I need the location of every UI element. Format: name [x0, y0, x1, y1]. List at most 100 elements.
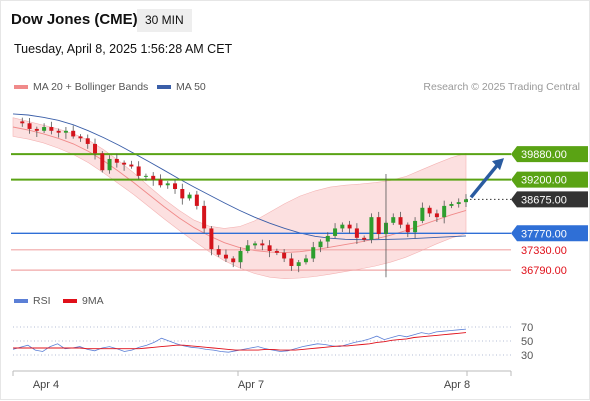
- candle-body: [362, 237, 367, 240]
- research-note: Research © 2025 Trading Central: [423, 81, 580, 93]
- candle-body: [165, 183, 170, 186]
- candle-body: [114, 158, 119, 163]
- candle-body: [274, 250, 279, 253]
- legend-9ma-swatch: [63, 299, 77, 304]
- candle-body: [100, 153, 105, 171]
- candle-body: [93, 143, 98, 154]
- legend-ma20-label: MA 20 + Bollinger Bands: [33, 81, 149, 93]
- candle-body: [209, 228, 214, 250]
- candle-body: [405, 224, 410, 233]
- candle-body: [427, 207, 432, 214]
- candle-body: [136, 166, 141, 176]
- level-label-box: [511, 146, 588, 163]
- level-label: 37770.00: [521, 228, 567, 240]
- legend-9ma-label: 9MA: [82, 295, 104, 307]
- level-label-box: [511, 171, 588, 188]
- candle-body: [180, 189, 185, 199]
- candle-body: [376, 217, 381, 235]
- ma20-line: [12, 126, 467, 253]
- ma50-line: [12, 113, 467, 241]
- rsi-tick-label: 70: [521, 322, 533, 334]
- instrument-title: Dow Jones (CME): [11, 11, 138, 28]
- candle-body: [129, 164, 134, 167]
- legend-ma50-swatch: [157, 85, 171, 90]
- candle-body: [85, 138, 90, 144]
- candle-body: [333, 228, 338, 236]
- legend-9ma: 9MA: [63, 295, 104, 307]
- level-label: 37330.00: [521, 245, 567, 257]
- candle-body: [369, 217, 374, 240]
- legend-ma50: MA 50: [157, 81, 206, 93]
- candle-body: [325, 235, 330, 242]
- level-label: 38675.00: [521, 194, 567, 206]
- x-tick-label: Apr 8: [444, 379, 470, 391]
- candle-body: [442, 205, 447, 218]
- candle-body: [122, 162, 127, 165]
- candle-body: [449, 204, 454, 206]
- candle-body: [413, 220, 418, 233]
- candle-body: [20, 121, 25, 124]
- legend-rsi-swatch: [14, 299, 28, 304]
- x-tick-label: Apr 7: [238, 379, 264, 391]
- rsi-tick-label: 50: [521, 336, 533, 348]
- legend-rsi-label: RSI: [33, 295, 51, 307]
- candle-body: [42, 127, 47, 131]
- candle-body: [78, 136, 83, 139]
- candle-body: [260, 243, 265, 246]
- candle-body: [151, 175, 156, 180]
- candle-body: [456, 202, 461, 205]
- legend-ma50-label: MA 50: [176, 81, 206, 93]
- forecast-arrow-head: [492, 158, 504, 171]
- level-label: 39200.00: [521, 175, 567, 187]
- candle-body: [303, 258, 308, 263]
- level-label-box: [511, 225, 588, 242]
- candle-body: [194, 194, 199, 206]
- candle-body: [464, 199, 468, 203]
- candle-body: [340, 224, 345, 229]
- timeframe-button[interactable]: 30 MIN: [137, 9, 192, 32]
- candle-body: [34, 128, 39, 131]
- level-label: 39880.00: [521, 149, 567, 161]
- candle-body: [223, 254, 228, 259]
- candle-body: [158, 179, 163, 186]
- candle-body: [398, 217, 403, 225]
- candle-body: [267, 245, 272, 251]
- candle-body: [347, 224, 352, 229]
- candle-body: [434, 213, 439, 218]
- candle-body: [245, 245, 250, 251]
- forecast-arrow-shaft: [469, 161, 501, 199]
- candle-body: [231, 258, 236, 263]
- candle-body: [63, 130, 68, 133]
- candle-body: [420, 207, 425, 221]
- candle-body: [202, 205, 207, 229]
- level-label: 36790.00: [521, 265, 567, 277]
- candle-body: [49, 127, 54, 131]
- candle-body: [318, 241, 323, 248]
- candle-body: [354, 228, 359, 238]
- level-label-box: [511, 191, 588, 208]
- candle-body: [296, 262, 301, 266]
- x-tick-label: Apr 4: [33, 379, 59, 391]
- legend-ma20-swatch: [14, 85, 28, 90]
- candle-body: [282, 252, 287, 259]
- rsi-9ma-line: [13, 332, 467, 351]
- candle-body: [27, 123, 32, 129]
- candle-body: [289, 258, 294, 266]
- candle-body: [143, 175, 148, 177]
- legend-ma20-bollinger: MA 20 + Bollinger Bands: [14, 81, 148, 93]
- chart-datetime: Tuesday, April 8, 2025 1:56:28 AM CET: [14, 42, 233, 56]
- legend-rsi: RSI: [14, 295, 51, 307]
- candle-body: [253, 243, 258, 246]
- candle-body: [391, 217, 396, 223]
- candle-body: [107, 158, 112, 171]
- candle-body: [216, 249, 221, 255]
- candle-body: [187, 194, 192, 199]
- candle-body: [238, 250, 243, 263]
- candle-body: [173, 183, 178, 189]
- candle-body: [56, 130, 61, 133]
- candle-body: [71, 130, 76, 137]
- candle-body: [311, 247, 316, 259]
- rsi-tick-label: 30: [521, 350, 533, 362]
